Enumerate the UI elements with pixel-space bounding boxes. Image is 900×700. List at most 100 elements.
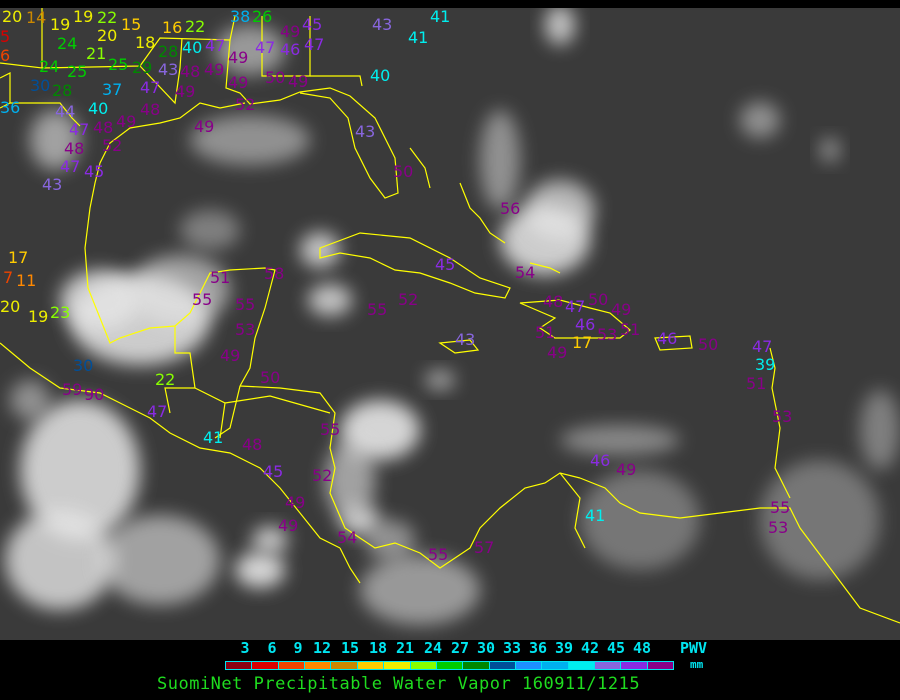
station-pwv-label: 26	[252, 7, 273, 26]
station-pwv-label: 53	[235, 320, 256, 339]
station-pwv-label: 22	[97, 8, 118, 27]
station-pwv-label: 49	[616, 460, 637, 479]
legend-tick: 27	[450, 639, 470, 657]
cloud	[545, 8, 575, 45]
station-pwv-label: 51	[620, 320, 641, 339]
station-pwv-label: 19	[73, 7, 94, 26]
station-pwv-label: 43	[455, 330, 476, 349]
station-pwv-label: 37	[102, 80, 123, 99]
station-pwv-label: 20	[0, 297, 21, 316]
station-pwv-label: 45	[263, 462, 284, 481]
station-pwv-label: 22	[155, 370, 176, 389]
station-pwv-label: 7	[3, 268, 14, 287]
station-pwv-label: 40	[182, 38, 203, 57]
station-pwv-label: 54	[515, 263, 536, 282]
legend-tick: 39	[554, 639, 574, 657]
station-pwv-label: 49	[288, 72, 309, 91]
legend-tick: 18	[368, 639, 388, 657]
legend-tick: 15	[340, 639, 360, 657]
cloud	[235, 552, 285, 588]
station-pwv-label: 52	[102, 136, 123, 155]
cloud	[190, 115, 310, 165]
station-pwv-label: 45	[84, 162, 105, 181]
color-bar-swatch	[384, 662, 411, 669]
cloud	[760, 460, 880, 580]
pwv-legend: 3 6 9 12 15 18 21 24 27 30 33 36 39 42 45 48 PWV mm Suo…	[0, 640, 900, 700]
station-pwv-label: 25	[108, 55, 129, 74]
cloud	[20, 400, 140, 540]
legend-tick: 6	[267, 639, 277, 657]
station-pwv-label: 47	[140, 78, 161, 97]
station-pwv-label: 48	[543, 292, 564, 311]
color-bar-swatch	[436, 662, 464, 669]
coastline	[310, 75, 363, 87]
station-pwv-label: 52	[398, 290, 419, 309]
coastline	[319, 232, 511, 299]
station-pwv-label: 45	[435, 255, 456, 274]
map-title: SuomiNet Precipitable Water Vapor 160911…	[157, 674, 641, 694]
coastline	[261, 16, 311, 77]
color-bar	[225, 661, 674, 670]
station-pwv-label: 47	[60, 157, 81, 176]
station-pwv-label: 58	[264, 264, 285, 283]
station-pwv-label: 24	[39, 57, 60, 76]
station-pwv-label: 5	[0, 27, 11, 46]
station-pwv-label: 50	[588, 290, 609, 309]
color-bar-swatch	[621, 662, 648, 669]
coastline	[119, 267, 276, 387]
station-pwv-label: 53	[772, 407, 793, 426]
color-bar-swatch	[489, 662, 516, 669]
coastline	[438, 339, 480, 354]
station-pwv-label: 59	[62, 380, 83, 399]
color-bar-swatch	[568, 662, 596, 669]
station-pwv-label: 50	[265, 68, 286, 87]
station-pwv-label: 19	[50, 15, 71, 34]
cloud	[525, 180, 595, 240]
cloud	[860, 390, 900, 470]
station-pwv-label: 47	[255, 38, 276, 57]
station-pwv-label: 40	[88, 99, 109, 118]
station-pwv-label: 55	[770, 498, 791, 517]
coastline	[10, 102, 81, 127]
station-pwv-label: 47	[752, 337, 773, 356]
station-pwv-label: 55	[320, 420, 341, 439]
cloud-cover	[5, 8, 900, 625]
coastline	[459, 182, 506, 244]
cloud	[30, 110, 80, 170]
coastline	[41, 15, 236, 69]
station-pwv-label: 29	[132, 58, 153, 77]
station-pwv-label: 56	[500, 199, 521, 218]
station-pwv-label: 28	[52, 81, 73, 100]
cloud	[560, 425, 680, 455]
legend-tick: 12	[312, 639, 332, 657]
station-pwv-label: 18	[135, 33, 156, 52]
station-pwv-label: 48	[242, 435, 263, 454]
station-pwv-label: 49	[116, 112, 137, 131]
legend-unit: mm	[690, 658, 704, 671]
color-bar-swatch	[595, 662, 622, 669]
station-pwv-label: 20	[97, 26, 118, 45]
coastline	[409, 147, 431, 189]
station-pwv-label: 38	[230, 7, 251, 26]
coastline	[339, 547, 361, 584]
color-bar-swatch	[410, 662, 437, 669]
station-pwv-label: 30	[73, 356, 94, 375]
station-pwv-label: 49	[175, 82, 196, 101]
station-pwv-label: 55	[367, 300, 388, 319]
color-bar-swatch	[252, 662, 279, 669]
station-pwv-label: 43	[42, 175, 63, 194]
station-pwv-label: 41	[203, 428, 224, 447]
cloud	[325, 440, 375, 520]
coastline	[519, 299, 631, 339]
station-pwv-label: 45	[302, 15, 323, 34]
station-pwv-label: 23	[50, 303, 71, 322]
station-pwv-label: 41	[585, 506, 606, 525]
coastline	[139, 37, 183, 105]
cloud	[340, 505, 380, 535]
cloud	[480, 110, 520, 210]
cloud	[215, 25, 285, 75]
station-pwv-label: 49	[204, 60, 225, 79]
station-pwv-label: 49	[228, 48, 249, 67]
station-pwv-label: 19	[28, 307, 49, 326]
cloud	[308, 284, 352, 316]
